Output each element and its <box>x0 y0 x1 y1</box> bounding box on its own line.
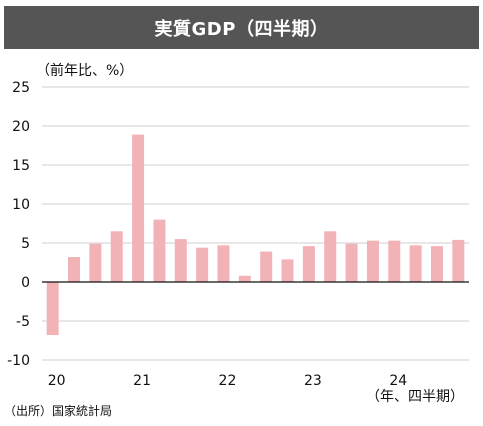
bar <box>153 219 166 282</box>
y-tick-label: 15 <box>12 158 30 174</box>
x-year-label: 20 <box>48 373 66 389</box>
x-year-label: 21 <box>133 373 151 389</box>
source-note: （出所）国家統計局 <box>4 404 113 418</box>
bar <box>217 245 230 282</box>
y-tick-label: -5 <box>16 314 30 330</box>
bar <box>388 240 401 282</box>
bar <box>302 246 315 282</box>
bar <box>196 247 209 282</box>
bar <box>281 259 294 282</box>
bar <box>238 275 251 282</box>
x-year-label: 23 <box>304 373 322 389</box>
y-tick-label: 0 <box>21 275 30 291</box>
bar <box>345 243 358 282</box>
y-tick-label: 20 <box>12 119 30 135</box>
bar <box>132 134 145 282</box>
bar <box>174 239 187 282</box>
chart-title: 実質GDP（四半期） <box>154 18 329 40</box>
bar <box>452 239 465 282</box>
bar <box>89 243 102 282</box>
bar <box>366 240 379 282</box>
x-year-label: 24 <box>389 373 407 389</box>
x-year-label: 22 <box>219 373 237 389</box>
bar <box>46 282 59 336</box>
bar <box>409 245 422 282</box>
bar <box>110 231 123 282</box>
y-axis-unit-label: （前年比、%） <box>36 63 134 79</box>
bar <box>324 231 337 282</box>
chart-title-bar: 実質GDP（四半期） <box>4 6 479 49</box>
y-tick-label: 25 <box>12 80 30 96</box>
x-axis-unit-label: （年、四半期） <box>366 389 464 405</box>
y-tick-label: 5 <box>21 236 30 252</box>
bar <box>260 251 273 282</box>
bar <box>68 257 81 282</box>
y-tick-label: -10 <box>7 353 30 369</box>
bar <box>430 246 443 282</box>
y-tick-label: 10 <box>12 197 30 213</box>
